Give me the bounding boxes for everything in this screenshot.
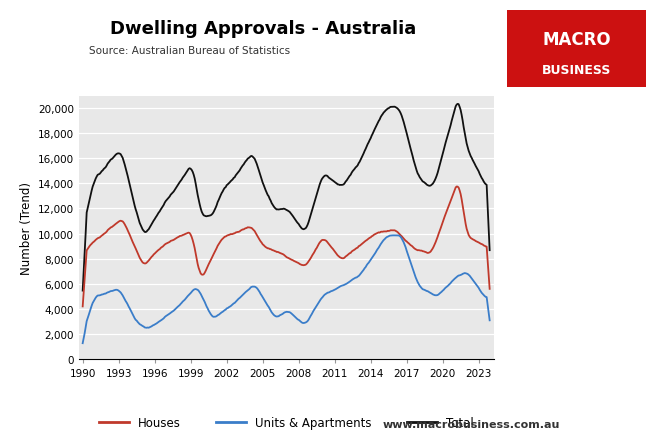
- Text: MACRO: MACRO: [542, 31, 611, 49]
- Text: Source: Australian Bureau of Statistics: Source: Australian Bureau of Statistics: [89, 46, 290, 56]
- Y-axis label: Number (Trend): Number (Trend): [20, 181, 32, 274]
- Text: www.macrobusiness.com.au: www.macrobusiness.com.au: [382, 419, 559, 429]
- Text: BUSINESS: BUSINESS: [542, 64, 612, 77]
- Text: Dwelling Approvals - Australia: Dwelling Approvals - Australia: [111, 20, 416, 38]
- Legend: Houses, Units & Apartments, Total: Houses, Units & Apartments, Total: [94, 411, 479, 434]
